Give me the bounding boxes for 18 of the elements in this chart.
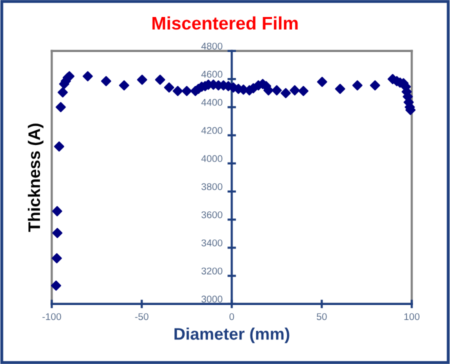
y-tick-label: 3000	[201, 296, 222, 303]
y-tick-label: 4000	[201, 155, 222, 162]
chart-title: Miscentered Film	[152, 16, 298, 30]
y-tick-label: 4400	[201, 98, 222, 106]
y-tick-label: 4800	[201, 42, 222, 50]
x-tick-label: -100	[42, 313, 62, 320]
y-tick-label: 3200	[201, 268, 222, 274]
y-tick-label: 3800	[201, 183, 222, 190]
x-tick-label: -50	[135, 313, 148, 320]
y-tick-label: 3400	[201, 239, 222, 246]
x-tick-label: 0	[229, 313, 234, 320]
y-tick-label: 4200	[201, 127, 222, 134]
y-tick-label: 3600	[201, 211, 222, 218]
y-axis-title: Thickness (A)	[28, 124, 44, 232]
x-axis-title: Diameter (mm)	[174, 328, 290, 344]
y-tick-label: 4600	[201, 70, 222, 78]
x-tick-label: 50	[316, 313, 327, 320]
x-tick-label: 100	[404, 313, 420, 320]
